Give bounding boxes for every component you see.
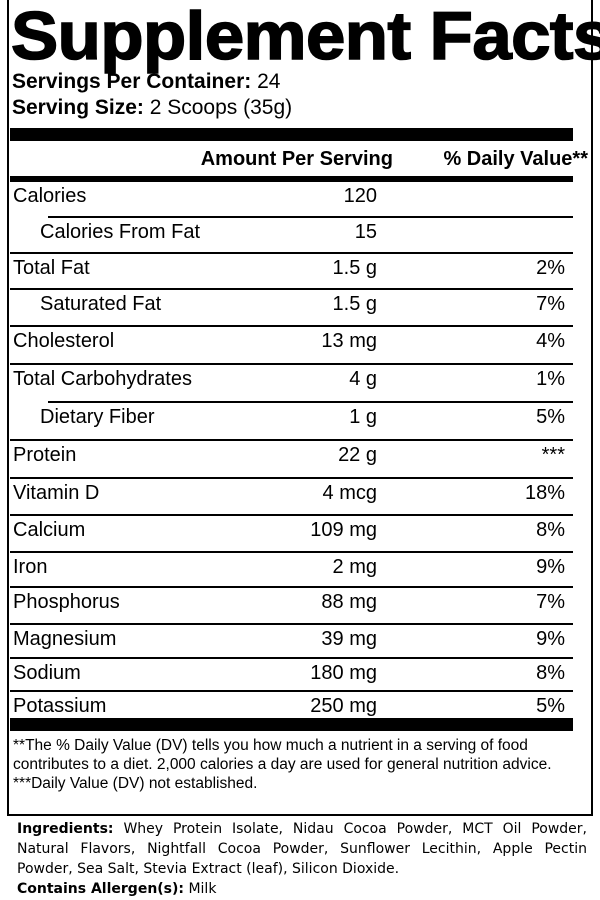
nutrient-row-potassium: Potassium 250 mg 5% [10, 692, 573, 726]
row-divider [10, 623, 573, 625]
nutrient-name: Vitamin D [13, 482, 100, 504]
nutrient-row-total-fat: Total Fat 1.5 g 2% [10, 254, 573, 290]
nutrient-amount: 120 [343, 185, 377, 207]
serving-size-label: Serving Size: [12, 96, 144, 119]
row-divider [10, 252, 573, 254]
nutrient-amount: 22 g [338, 444, 377, 466]
nutrient-row-protein: Protein 22 g *** [10, 441, 573, 479]
serving-size: Serving Size: 2 Scoops (35g) [12, 96, 292, 120]
nutrient-name: Dietary Fiber [40, 406, 155, 428]
ingredients-list: Ingredients: Whey Protein Isolate, Nidau… [17, 819, 587, 879]
nutrient-amount: 15 [354, 221, 377, 243]
nutrient-dv: 5% [536, 406, 565, 428]
supplement-facts-panel [7, 0, 593, 816]
row-divider [10, 439, 573, 441]
allergen-label: Contains Allergen(s): [17, 881, 185, 897]
row-divider [10, 657, 573, 659]
header-daily-value: % Daily Value** [443, 148, 588, 170]
row-divider [10, 325, 573, 327]
row-divider [10, 363, 573, 365]
nutrient-row-sodium: Sodium 180 mg 8% [10, 659, 573, 692]
footnote-not-established: ***Daily Value (DV) not established. [13, 775, 258, 792]
nutrient-dv: 5% [536, 695, 565, 717]
row-divider [48, 216, 573, 218]
panel-title: Supplement Facts [10, 0, 600, 74]
row-divider [10, 690, 573, 692]
ingredients-section: Ingredients: Whey Protein Isolate, Nidau… [17, 819, 587, 899]
serving-size-value: 2 Scoops (35g) [149, 96, 293, 119]
nutrient-amount: 4 g [349, 368, 377, 390]
nutrient-dv: 4% [536, 330, 565, 352]
footnotes: **The % Daily Value (DV) tells you how m… [13, 736, 583, 793]
nutrient-dv: 7% [536, 293, 565, 315]
nutrient-name: Protein [13, 444, 77, 466]
nutrient-row-magnesium: Magnesium 39 mg 9% [10, 625, 573, 659]
nutrient-name: Calories From Fat [40, 221, 201, 243]
thick-divider-top [10, 128, 573, 141]
nutrient-name: Calcium [13, 519, 86, 541]
nutrient-dv: 18% [524, 482, 565, 504]
row-divider [48, 401, 573, 403]
nutrient-dv: 8% [536, 519, 565, 541]
servings-per-container-label: Servings Per Container: [12, 70, 252, 93]
nutrient-row-cholesterol: Cholesterol 13 mg 4% [10, 327, 573, 365]
nutrient-amount: 1 g [349, 406, 377, 428]
nutrient-amount: 88 mg [321, 591, 377, 613]
row-divider [10, 477, 573, 479]
nutrient-name: Phosphorus [13, 591, 120, 613]
nutrient-name: Total Carbohydrates [13, 368, 192, 390]
nutrient-row-calcium: Calcium 109 mg 8% [10, 516, 573, 553]
nutrient-name: Cholesterol [13, 330, 115, 352]
footnote-daily-value: **The % Daily Value (DV) tells you how m… [13, 737, 552, 773]
nutrient-amount: 1.5 g [332, 257, 377, 279]
ingredients-text: Whey Protein Isolate, Nidau Cocoa Powder… [17, 821, 587, 877]
nutrient-name: Magnesium [13, 628, 117, 650]
nutrient-amount: 1.5 g [332, 293, 377, 315]
nutrient-row-phosphorus: Phosphorus 88 mg 7% [10, 588, 573, 625]
nutrient-dv: 7% [536, 591, 565, 613]
nutrient-amount: 39 mg [321, 628, 377, 650]
nutrient-name: Potassium [13, 695, 107, 717]
row-divider [10, 586, 573, 588]
nutrient-amount: 180 mg [310, 662, 377, 684]
nutrient-name: Iron [13, 556, 48, 578]
nutrient-amount: 250 mg [310, 695, 377, 717]
nutrient-dv: 9% [536, 628, 565, 650]
nutrient-name: Calories [13, 185, 87, 207]
ingredients-label: Ingredients: [17, 821, 114, 837]
nutrient-amount: 4 mcg [322, 482, 377, 504]
nutrient-dv: 8% [536, 662, 565, 684]
row-divider [10, 288, 573, 290]
thick-divider-bottom [10, 718, 573, 731]
nutrient-table: Calories 120 Calories From Fat 15 Total … [10, 182, 573, 726]
servings-per-container-value: 24 [257, 70, 281, 93]
nutrient-name: Total Fat [13, 257, 90, 279]
nutrient-dv: 1% [536, 368, 565, 390]
nutrient-amount: 109 mg [310, 519, 377, 541]
nutrient-amount: 13 mg [321, 330, 377, 352]
nutrient-row-dietary-fiber: Dietary Fiber 1 g 5% [10, 403, 573, 441]
nutrient-row-total-carbohydrates: Total Carbohydrates 4 g 1% [10, 365, 573, 403]
nutrient-name: Sodium [13, 662, 81, 684]
nutrient-name: Saturated Fat [40, 293, 162, 315]
nutrient-dv: *** [541, 444, 565, 466]
header-divider [10, 176, 573, 182]
nutrient-dv: 9% [536, 556, 565, 578]
nutrient-row-vitamin-d: Vitamin D 4 mcg 18% [10, 479, 573, 516]
nutrient-dv: 2% [536, 257, 565, 279]
row-divider [10, 551, 573, 553]
nutrient-row-calories-from-fat: Calories From Fat 15 [10, 218, 573, 254]
nutrient-row-iron: Iron 2 mg 9% [10, 553, 573, 588]
nutrient-row-calories: Calories 120 [10, 182, 573, 218]
nutrient-row-saturated-fat: Saturated Fat 1.5 g 7% [10, 290, 573, 327]
nutrient-amount: 2 mg [332, 556, 377, 578]
allergen-statement: Contains Allergen(s): Milk [17, 879, 587, 899]
allergen-text: Milk [184, 881, 217, 897]
header-amount-per-serving: Amount Per Serving [200, 148, 393, 170]
servings-per-container: Servings Per Container: 24 [12, 70, 280, 94]
row-divider [10, 514, 573, 516]
